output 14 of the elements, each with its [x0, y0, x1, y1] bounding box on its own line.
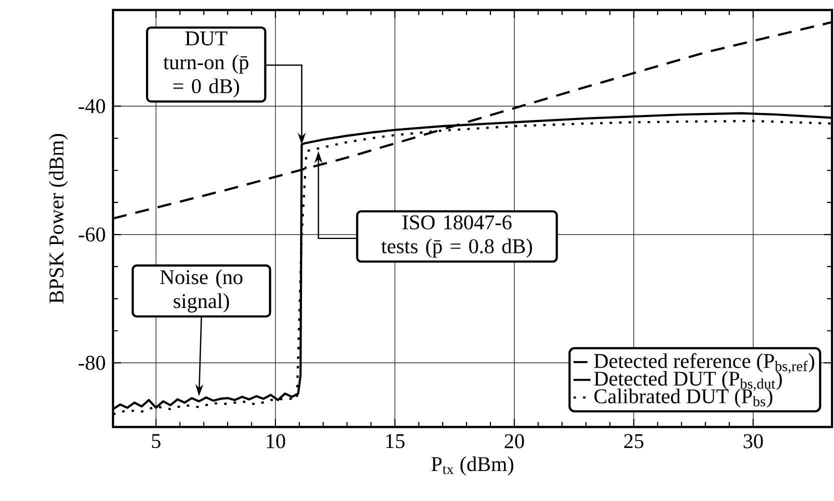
annotation: Noise (no signal) — [160, 270, 242, 312]
x-tick-label: 25 — [624, 434, 644, 448]
annotation: DUT turn-on (p̄ = 0 dB) — [163, 32, 248, 98]
y-axis-title: BPSK Power (dBm) — [48, 134, 68, 304]
x-tick-label: 10 — [266, 434, 286, 448]
x-tick-label: 30 — [744, 434, 763, 448]
y-tick-label: -40 — [78, 99, 106, 114]
annotation: ISO 18047-6 tests (p̄ = 0.8 dB) — [381, 215, 532, 258]
x-tick-label: 5 — [152, 434, 160, 448]
x-tick-label: 20 — [504, 434, 524, 448]
x-tick-label: 15 — [386, 434, 405, 448]
y-tick-label: -60 — [78, 227, 106, 242]
x-axis-title: P$_{tx}$ (dBm) — [431, 456, 514, 476]
y-tick-label: -80 — [78, 356, 106, 370]
